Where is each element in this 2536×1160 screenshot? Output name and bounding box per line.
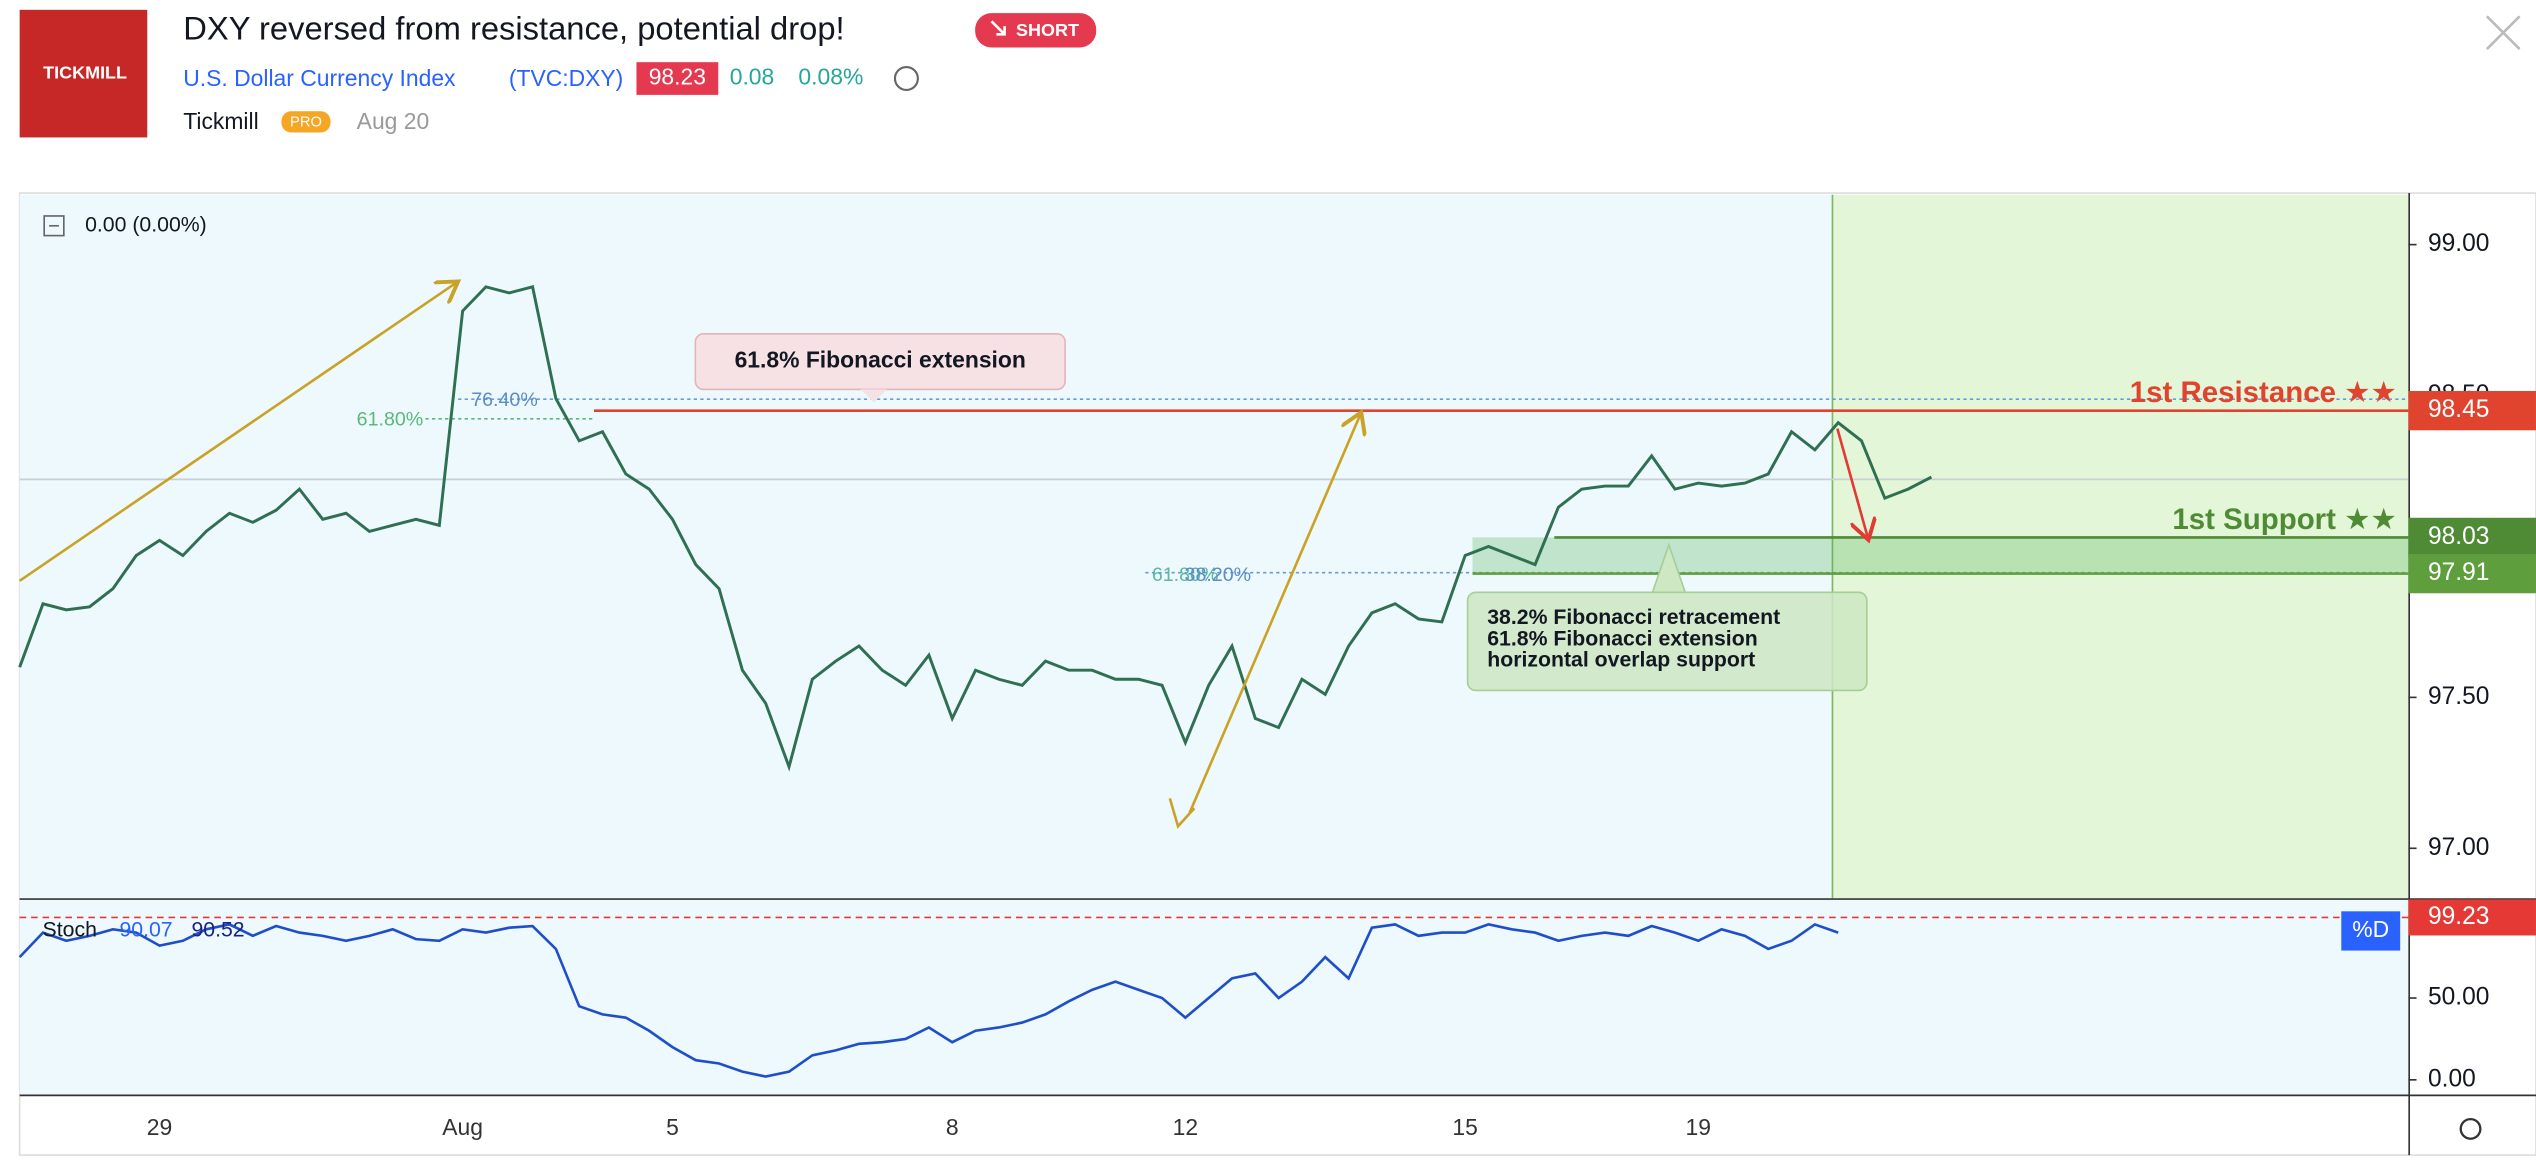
stoch-readout: 90.07 [119,918,172,942]
date: Aug 20 [357,108,430,134]
annotation-pointer [860,389,887,403]
annotation: horizontal overlap support [1487,648,1755,672]
reference-price-box [2408,899,2536,936]
level-name: 1st Support ★★ [2172,503,2397,536]
fib-label: 61.80% [357,409,424,431]
annotation: 61.8% Fibonacci extension [735,347,1026,373]
fib-label: 61.80% [1152,564,1219,586]
level-price-box [2408,553,2536,594]
fib-label: 76.40% [471,389,538,411]
series-line [18,285,1933,772]
level-price-box [2408,517,2536,558]
level-price: 98.03 [2428,523,2489,550]
forecast-zone [1832,194,2409,899]
plot: 99.0098.5097.5097.0050.000.0029Aug581215… [18,230,2536,1140]
short-icon [990,20,1006,36]
x-tick-label: 15 [1452,1114,1477,1140]
level-price: 97.91 [2428,559,2489,586]
x-tick-label: 19 [1686,1114,1711,1140]
level-name: 1st Resistance ★★ [2130,376,2397,409]
legend: 0.00 (0.00%) [85,212,207,236]
price-badge [636,62,719,95]
symbol-name[interactable]: U.S. Dollar Currency Index [183,65,456,91]
collapse-icon[interactable] [43,215,65,237]
x-tick-label: 5 [666,1114,679,1140]
fib-label: 38.20% [1185,564,1252,586]
level-price-box [2408,391,2536,431]
x-tick-label: 29 [147,1114,172,1140]
short-text: SHORT [1016,20,1079,40]
logo [19,9,148,138]
short-badge [975,13,1097,48]
level-price: 98.45 [2428,396,2489,423]
price: 98.23 [649,64,706,90]
close-button[interactable] [2485,15,2521,51]
reference-price: 99.23 [2428,903,2489,930]
drop-arrow [1836,428,1868,540]
stoch-title: Stoch [43,918,97,942]
author[interactable]: Tickmill [183,108,258,134]
y-tick-label: 97.50 [2428,683,2489,710]
pro-text: PRO [290,115,322,131]
alert-icon[interactable] [893,66,919,92]
annotation: 61.8% Fibonacci extension [1487,626,1757,650]
x-tick-label: Aug [442,1114,483,1140]
arrow-head [1168,798,1196,829]
change: 0.08 [730,64,775,90]
series-line [18,922,1839,1078]
y-tick-label: 50.00 [2428,984,2489,1011]
support-zone [1472,537,2409,574]
y-tick-label: 99.00 [2428,230,2489,257]
series-badge [2341,911,2401,951]
settings-icon[interactable] [2459,1117,2482,1140]
annotation-box [1466,591,1868,692]
y-tick-label: 0.00 [2428,1065,2476,1092]
pro-badge [281,111,331,133]
x-tick-label: 8 [946,1114,959,1140]
stoch-pane [19,899,2409,1095]
symbol[interactable]: (TVC:DXY) [509,65,623,91]
change-percent: 0.08% [798,64,863,90]
annotation: 38.2% Fibonacci retracement [1487,605,1780,629]
stoch-readout: 90.52 [191,918,244,942]
trend-arrow [1188,412,1361,814]
idea-title: DXY reversed from resistance, potential … [183,10,844,47]
trend-arrow [18,281,458,582]
y-tick-label: 97.00 [2428,834,2489,861]
series-label: %D [2352,916,2389,942]
x-tick-label: 12 [1173,1114,1198,1140]
logo-text: TICKMILL [43,62,127,82]
